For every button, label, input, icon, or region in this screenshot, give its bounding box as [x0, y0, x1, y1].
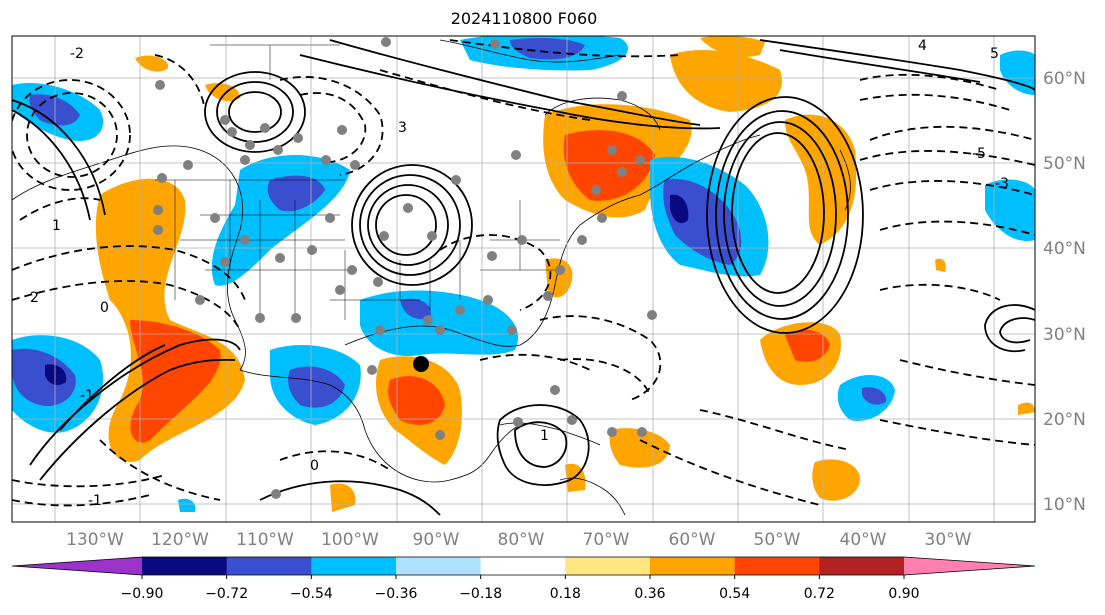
- svg-text:3: 3: [398, 120, 407, 136]
- svg-text:-2: -2: [70, 46, 84, 62]
- map-content: -2 -1 0 1 2 3 4 5 -5 -3 0 1 -1: [12, 36, 1035, 522]
- lon-label: 120°W: [151, 530, 209, 550]
- map-background: [12, 36, 1035, 522]
- colorbar-tick-label: 0.90: [888, 586, 919, 602]
- svg-text:2: 2: [30, 290, 39, 306]
- map-title: 2024110800 F060: [450, 9, 598, 28]
- contour-labels: -2 -1 0 1 2 3 4 5 -5 -3 0 1 -1: [30, 38, 1009, 509]
- svg-text:-3: -3: [995, 176, 1009, 192]
- colorbar-tick-label: −0.36: [375, 586, 418, 602]
- colorbar: −0.90 −0.72 −0.54 −0.36 −0.18 0.18 0.36 0.54 0.7…: [11, 556, 1036, 602]
- colorbar-tick-label: 0.36: [634, 586, 665, 602]
- colorbar-segment: [226, 557, 312, 575]
- colorbar-extend-low: [12, 557, 142, 575]
- colorbar-tick-label: −0.54: [290, 586, 333, 602]
- colorbar-segment: [650, 557, 736, 575]
- lon-label: 90°W: [413, 530, 460, 550]
- latitude-labels: 60°N 50°N 40°N 30°N 20°N 10°N: [1043, 69, 1086, 515]
- svg-text:-1: -1: [88, 493, 102, 509]
- svg-text:-1: -1: [80, 388, 94, 404]
- lat-label: 20°N: [1043, 410, 1086, 430]
- lon-label: 130°W: [66, 530, 124, 550]
- svg-text:4: 4: [918, 38, 927, 54]
- lat-label: 30°N: [1043, 325, 1086, 345]
- colorbar-tick-label: 0.18: [550, 586, 581, 602]
- colorbar-tick-label: −0.18: [459, 586, 502, 602]
- colorbar-segment: [734, 557, 820, 575]
- svg-text:-5: -5: [972, 146, 986, 162]
- map-frame: [11, 35, 1036, 523]
- colorbar-segment: [311, 557, 397, 575]
- colorbar-tick-label: −0.72: [205, 586, 248, 602]
- svg-text:0: 0: [310, 458, 319, 474]
- svg-text:1: 1: [52, 218, 61, 234]
- colorbar-segment: [819, 557, 905, 575]
- colorbar-segment: [142, 557, 228, 575]
- lon-label: 100°W: [321, 530, 379, 550]
- longitude-labels: 130°W 120°W 110°W 100°W 90°W 80°W 70°W 6…: [66, 530, 972, 550]
- lon-label: 110°W: [236, 530, 294, 550]
- positive-contours: [12, 39, 1035, 516]
- colorbar-tick-label: 0.72: [804, 586, 835, 602]
- boundaries: [155, 44, 560, 320]
- lon-label: 70°W: [583, 530, 630, 550]
- lon-label: 30°W: [925, 530, 972, 550]
- lon-label: 40°W: [840, 530, 887, 550]
- lon-label: 50°W: [754, 530, 801, 550]
- storm-marker: [413, 356, 429, 372]
- station-dots: [153, 37, 657, 499]
- negative-contours: [12, 39, 1035, 507]
- colorbar-segment: [565, 557, 651, 575]
- colorbar-tick-label: −0.90: [121, 586, 164, 602]
- lat-label: 10°N: [1043, 495, 1086, 515]
- lon-label: 60°W: [669, 530, 716, 550]
- lat-label: 40°N: [1043, 239, 1086, 259]
- colorbar-segment: [396, 557, 482, 575]
- lat-label: 60°N: [1043, 69, 1086, 89]
- colorbar-extend-high: [904, 557, 1035, 575]
- svg-text:0: 0: [100, 300, 109, 316]
- svg-text:5: 5: [990, 46, 999, 62]
- colorbar-segment: [480, 557, 566, 575]
- colorbar-tick-label: 0.54: [719, 586, 750, 602]
- lat-label: 50°N: [1043, 154, 1086, 174]
- lon-label: 80°W: [498, 530, 545, 550]
- svg-text:1: 1: [540, 428, 549, 444]
